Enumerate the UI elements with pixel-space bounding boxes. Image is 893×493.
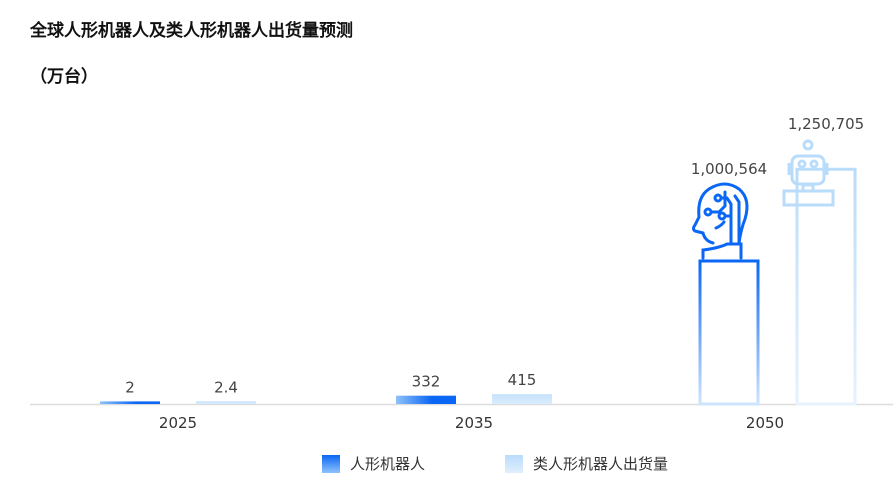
legend-swatch xyxy=(322,454,340,473)
legend-label: 类人形机器人出货量 xyxy=(533,455,669,473)
bar xyxy=(196,401,256,404)
x-tick-label: 2050 xyxy=(746,414,784,432)
x-tick-label: 2035 xyxy=(455,414,493,432)
chart-unit: （万台） xyxy=(30,67,98,87)
legend-swatch xyxy=(505,454,523,473)
bar xyxy=(492,394,552,404)
data-label: 2.4 xyxy=(214,378,238,396)
bar xyxy=(100,401,160,404)
bar xyxy=(698,259,760,406)
data-label: 1,250,705 xyxy=(788,115,864,133)
robot-icon xyxy=(782,139,835,207)
legend-label: 人形机器人 xyxy=(350,455,426,473)
data-label: 2 xyxy=(125,378,135,396)
chart-title: 全球人形机器人及类人形机器人出货量预测 xyxy=(30,21,353,41)
humanoid-head-icon xyxy=(692,182,749,260)
x-tick-label: 2025 xyxy=(159,414,197,432)
data-label: 1,000,564 xyxy=(691,160,767,178)
bar xyxy=(396,395,456,404)
legend-item-humanoid[interactable]: 人形机器人 xyxy=(322,453,425,474)
data-label: 415 xyxy=(508,371,537,389)
data-label: 332 xyxy=(412,373,441,391)
legend-item-quasi-humanoid[interactable]: 类人形机器人出货量 xyxy=(505,453,668,474)
